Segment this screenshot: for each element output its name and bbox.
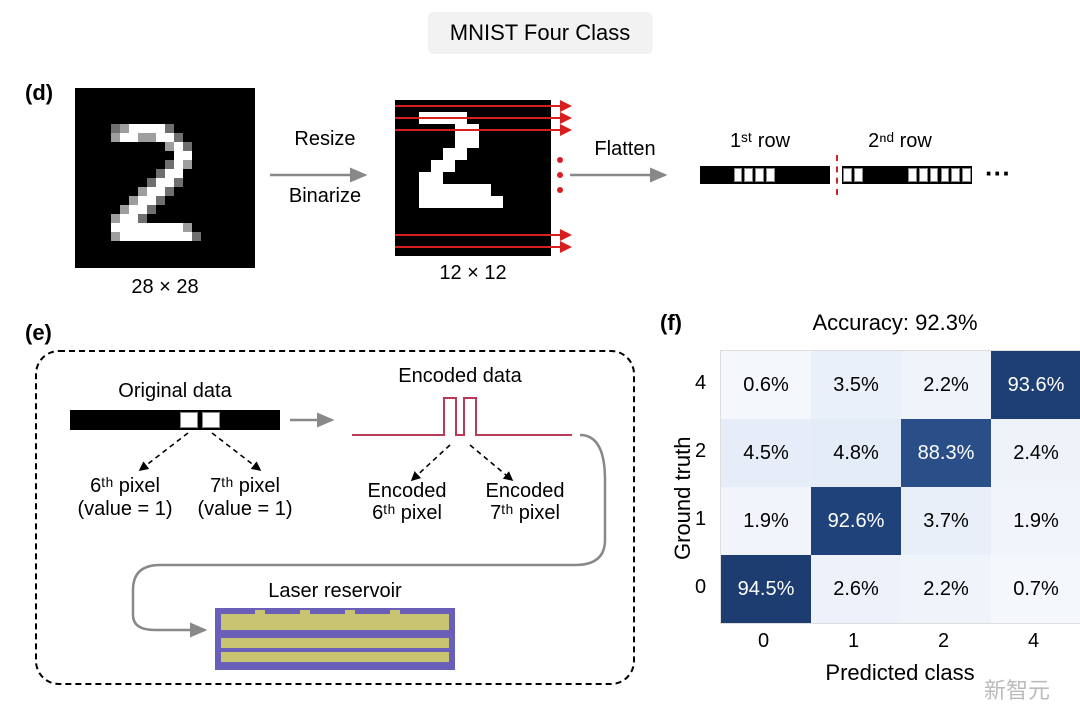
caption-28x28: 28 × 28 [75, 276, 255, 299]
cm-cell: 0.7% [991, 555, 1080, 623]
confusion-matrix-grid: 0.6%3.5%2.2%93.6%4.5%4.8%88.3%2.4%1.9%92… [720, 350, 1080, 624]
cm-cell: 2.4% [991, 419, 1080, 487]
accuracy-title: Accuracy: 92.3% [730, 310, 1060, 336]
confusion-matrix: 0.6%3.5%2.2%93.6%4.5%4.8%88.3%2.4%1.9%92… [720, 350, 1080, 624]
caption-12x12: 12 × 12 [395, 262, 551, 285]
page-title-chip: MNIST Four Class [428, 12, 653, 54]
cm-y-tick: 0 [695, 576, 706, 599]
arrow-resize [270, 165, 380, 185]
panel-f-label: (f) [660, 310, 682, 336]
raster-scan-arrows [390, 100, 580, 260]
original-data-strip [70, 410, 280, 430]
cm-cell: 4.5% [721, 419, 811, 487]
arrow-flatten [570, 165, 680, 185]
cm-cell: 1.9% [991, 487, 1080, 555]
label-binarize: Binarize [270, 185, 380, 208]
cm-y-label: Ground truth [670, 436, 696, 560]
cm-cell: 1.9% [721, 487, 811, 555]
flatten-strip-row1 [700, 166, 830, 184]
cm-x-tick: 4 [1028, 630, 1039, 653]
flatten-row2-label: 2ⁿᵈ row [840, 130, 960, 153]
cm-cell: 94.5% [721, 555, 811, 623]
mnist-28x28-image [75, 88, 255, 268]
cm-y-tick: 4 [695, 372, 706, 395]
flatten-divider [836, 155, 838, 195]
cm-y-tick: 1 [695, 508, 706, 531]
panel-e-label: (e) [25, 320, 52, 346]
cm-cell: 2.6% [811, 555, 901, 623]
cm-y-tick: 2 [695, 440, 706, 463]
cm-cell: 4.8% [811, 419, 901, 487]
cm-cell: 92.6% [811, 487, 901, 555]
cm-cell: 2.2% [901, 555, 991, 623]
flatten-row1-label: 1ˢᵗ row [700, 130, 820, 153]
reservoir-chip [215, 608, 455, 670]
encoded-data-label: Encoded data [370, 365, 550, 388]
watermark: 新智元 [984, 673, 1050, 705]
reservoir-label: Laser reservoir [235, 580, 435, 603]
cm-x-tick: 1 [848, 630, 859, 653]
cm-cell: 93.6% [991, 351, 1080, 419]
arrow-to-encoded [290, 410, 345, 430]
cm-cell: 3.5% [811, 351, 901, 419]
label-resize: Resize [270, 128, 380, 151]
flatten-ellipsis: ··· [985, 158, 1011, 189]
cm-cell: 3.7% [901, 487, 991, 555]
cm-x-tick: 0 [758, 630, 769, 653]
cm-cell: 2.2% [901, 351, 991, 419]
panel-d-label: (d) [25, 80, 53, 106]
page-title-text: MNIST Four Class [450, 20, 631, 45]
label-flatten: Flatten [570, 138, 680, 161]
flatten-strip-row2 [842, 166, 972, 184]
cm-cell: 0.6% [721, 351, 811, 419]
cm-cell: 88.3% [901, 419, 991, 487]
original-data-label: Original data [85, 380, 265, 403]
cm-x-tick: 2 [938, 630, 949, 653]
